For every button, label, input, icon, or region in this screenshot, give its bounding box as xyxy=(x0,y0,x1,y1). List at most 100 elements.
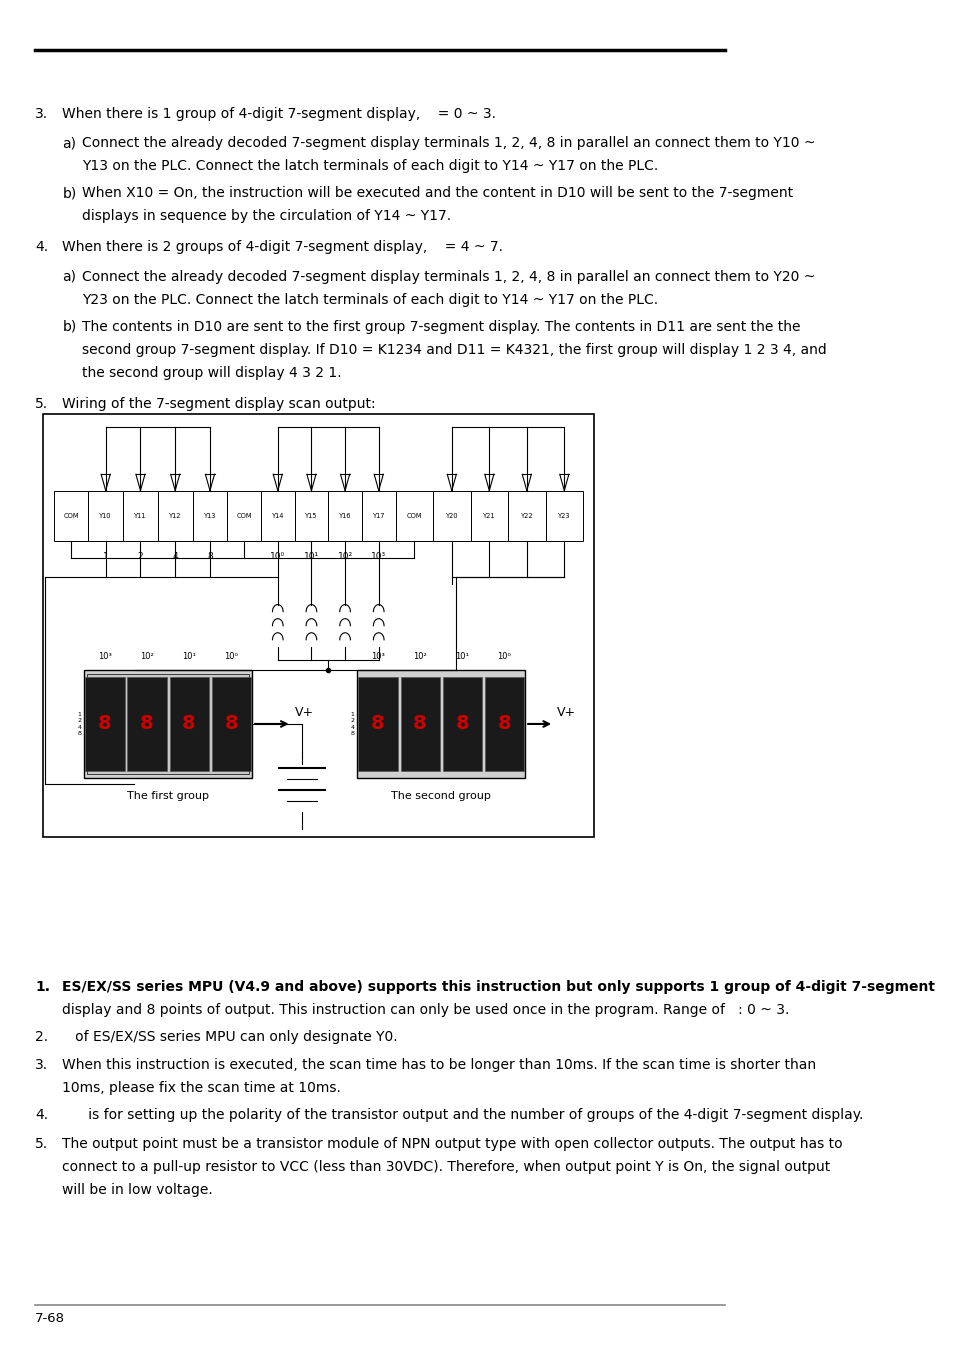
Text: 8: 8 xyxy=(182,714,195,733)
Text: Y13: Y13 xyxy=(204,513,216,518)
Text: 10³: 10³ xyxy=(371,552,386,562)
Bar xyxy=(212,676,251,771)
Text: Y16: Y16 xyxy=(338,513,351,518)
Text: 8: 8 xyxy=(98,714,112,733)
Text: 2: 2 xyxy=(137,552,143,562)
Text: 10²: 10² xyxy=(140,652,153,660)
Bar xyxy=(545,490,582,541)
Text: Y20: Y20 xyxy=(445,513,457,518)
Bar xyxy=(43,414,594,837)
Bar xyxy=(442,676,482,771)
Bar xyxy=(470,490,508,541)
Text: 3.: 3. xyxy=(35,1058,48,1072)
Bar xyxy=(508,490,545,541)
Text: The contents in D10 are sent to the first group 7-segment display. The contents : The contents in D10 are sent to the firs… xyxy=(82,320,800,333)
Text: Y22: Y22 xyxy=(520,513,533,518)
Text: b): b) xyxy=(62,186,76,200)
Text: 10³: 10³ xyxy=(371,652,384,660)
Text: will be in low voltage.: will be in low voltage. xyxy=(62,1183,213,1196)
Bar xyxy=(358,676,397,771)
Text: Connect the already decoded 7-segment display terminals 1, 2, 4, 8 in parallel a: Connect the already decoded 7-segment di… xyxy=(82,136,815,150)
Text: 10⁰: 10⁰ xyxy=(224,652,238,660)
Bar xyxy=(128,676,167,771)
Text: Y23: Y23 xyxy=(558,513,570,518)
Text: 10²: 10² xyxy=(413,652,426,660)
Text: 10⁰: 10⁰ xyxy=(497,652,511,660)
Text: 8: 8 xyxy=(413,714,426,733)
Bar xyxy=(484,676,524,771)
Text: When this instruction is executed, the scan time has to be longer than 10ms. If : When this instruction is executed, the s… xyxy=(62,1058,816,1072)
Text: 2.: 2. xyxy=(35,1030,48,1044)
Bar xyxy=(89,490,123,541)
Bar xyxy=(395,490,433,541)
Text: The second group: The second group xyxy=(391,791,491,802)
Text: When there is 2 groups of 4-digit 7-segment display,    = 4 ~ 7.: When there is 2 groups of 4-digit 7-segm… xyxy=(62,240,503,254)
Text: V+: V+ xyxy=(294,706,314,718)
Text: Y12: Y12 xyxy=(169,513,181,518)
Text: Y15: Y15 xyxy=(305,513,317,518)
Text: 7-68: 7-68 xyxy=(35,1312,65,1326)
Bar xyxy=(86,676,125,771)
Text: Y23 on the PLC. Connect the latch terminals of each digit to Y14 ~ Y17 on the PL: Y23 on the PLC. Connect the latch termin… xyxy=(82,293,658,306)
Text: COM: COM xyxy=(406,513,421,518)
Bar xyxy=(227,490,261,541)
Text: of ES/EX/SS series MPU can only designate Y0.: of ES/EX/SS series MPU can only designat… xyxy=(62,1030,397,1044)
Text: display and 8 points of output. This instruction can only be used once in the pr: display and 8 points of output. This ins… xyxy=(62,1003,789,1017)
Text: 8: 8 xyxy=(455,714,468,733)
Bar xyxy=(400,676,440,771)
Text: 4.: 4. xyxy=(35,240,48,254)
Text: Connect the already decoded 7-segment display terminals 1, 2, 4, 8 in parallel a: Connect the already decoded 7-segment di… xyxy=(82,270,815,284)
Text: V+: V+ xyxy=(557,706,576,718)
Text: When X10 = On, the instruction will be executed and the content in D10 will be s: When X10 = On, the instruction will be e… xyxy=(82,186,792,200)
Text: 8: 8 xyxy=(224,714,237,733)
Bar xyxy=(87,674,249,774)
Text: Y21: Y21 xyxy=(482,513,495,518)
Text: 10¹: 10¹ xyxy=(455,652,469,660)
Text: COM: COM xyxy=(63,513,78,518)
Text: 1
2
4
8: 1 2 4 8 xyxy=(351,713,355,736)
Text: 1
2
4
8: 1 2 4 8 xyxy=(77,713,82,736)
Bar xyxy=(84,670,252,778)
Text: Y10: Y10 xyxy=(99,513,112,518)
Text: a): a) xyxy=(62,136,76,150)
Bar xyxy=(193,490,227,541)
Text: 10ms, please fix the scan time at 10ms.: 10ms, please fix the scan time at 10ms. xyxy=(62,1081,341,1095)
Text: 10¹: 10¹ xyxy=(304,552,318,562)
Text: Y13 on the PLC. Connect the latch terminals of each digit to Y14 ~ Y17 on the PL: Y13 on the PLC. Connect the latch termin… xyxy=(82,159,658,173)
Text: 5.: 5. xyxy=(35,397,48,410)
Text: a): a) xyxy=(62,270,76,284)
Text: Wiring of the 7-segment display scan output:: Wiring of the 7-segment display scan out… xyxy=(62,397,375,410)
Text: When there is 1 group of 4-digit 7-segment display,    = 0 ~ 3.: When there is 1 group of 4-digit 7-segme… xyxy=(62,107,496,120)
Bar xyxy=(157,490,193,541)
Bar xyxy=(433,490,470,541)
Text: connect to a pull-up resistor to VCC (less than 30VDC). Therefore, when output p: connect to a pull-up resistor to VCC (le… xyxy=(62,1160,830,1173)
Text: 10⁰: 10⁰ xyxy=(270,552,285,562)
Text: is for setting up the polarity of the transistor output and the number of groups: is for setting up the polarity of the tr… xyxy=(62,1108,862,1122)
Text: 8: 8 xyxy=(497,714,511,733)
Text: second group 7-segment display. If D10 = K1234 and D11 = K4321, the first group : second group 7-segment display. If D10 =… xyxy=(82,343,826,356)
Text: 10¹: 10¹ xyxy=(182,652,195,660)
Text: ES/EX/SS series MPU (V4.9 and above) supports this instruction but only supports: ES/EX/SS series MPU (V4.9 and above) sup… xyxy=(62,980,934,994)
Text: The output point must be a transistor module of NPN output type with open collec: The output point must be a transistor mo… xyxy=(62,1137,842,1150)
Text: 1: 1 xyxy=(103,552,109,562)
Bar xyxy=(123,490,157,541)
Text: b): b) xyxy=(62,320,76,333)
Text: displays in sequence by the circulation of Y14 ~ Y17.: displays in sequence by the circulation … xyxy=(82,209,451,223)
Text: 4.: 4. xyxy=(35,1108,48,1122)
Text: 8: 8 xyxy=(207,552,213,562)
Bar xyxy=(261,490,294,541)
Text: 10²: 10² xyxy=(337,552,353,562)
Text: 10³: 10³ xyxy=(98,652,112,660)
Bar xyxy=(53,490,89,541)
Text: 4: 4 xyxy=(172,552,178,562)
Text: 5.: 5. xyxy=(35,1137,48,1150)
Bar xyxy=(170,676,209,771)
Bar xyxy=(356,670,524,778)
Text: Y14: Y14 xyxy=(272,513,284,518)
Bar xyxy=(328,490,361,541)
Text: 8: 8 xyxy=(140,714,153,733)
Text: the second group will display 4 3 2 1.: the second group will display 4 3 2 1. xyxy=(82,366,341,379)
Text: 8: 8 xyxy=(371,714,384,733)
Text: The first group: The first group xyxy=(127,791,209,802)
Text: COM: COM xyxy=(236,513,252,518)
